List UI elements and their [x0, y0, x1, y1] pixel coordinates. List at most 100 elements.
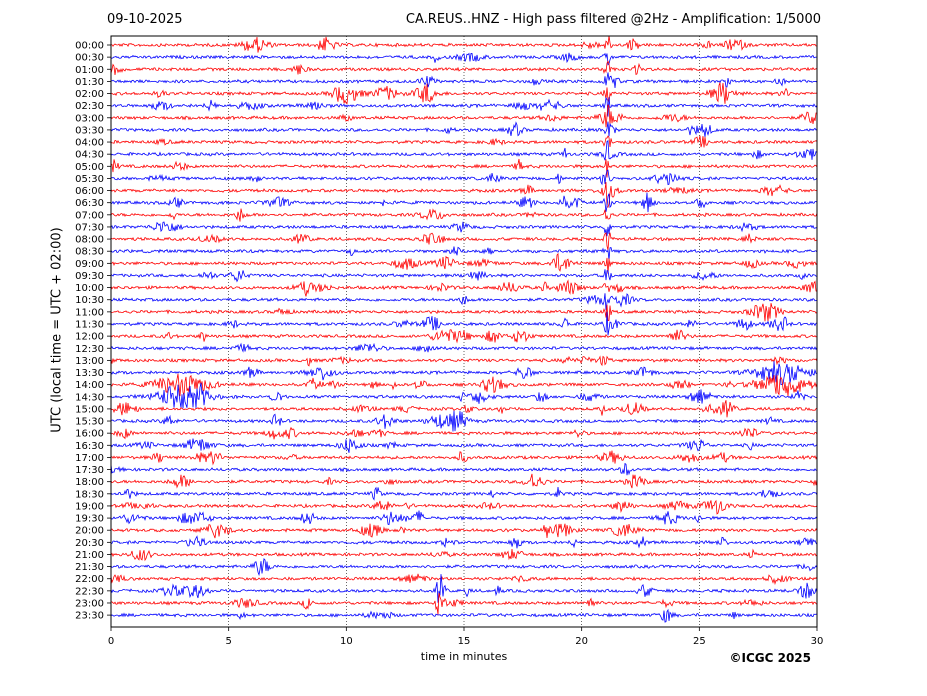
- y-tick-label-19:00: 19:00: [75, 501, 104, 512]
- trace-10:30: [111, 293, 817, 311]
- trace-03:00: [111, 104, 817, 128]
- date-label: 09-10-2025: [107, 12, 183, 27]
- y-tick-label-22:00: 22:00: [75, 574, 104, 585]
- trace-01:00: [111, 60, 817, 76]
- y-tick-label-11:30: 11:30: [75, 319, 104, 330]
- trace-08:00: [111, 232, 817, 251]
- y-tick-label-08:30: 08:30: [75, 247, 104, 258]
- trace-20:30: [111, 535, 817, 549]
- y-tick-label-03:30: 03:30: [75, 125, 104, 136]
- y-tick-label-07:00: 07:00: [75, 210, 104, 221]
- trace-02:00: [111, 82, 817, 105]
- trace-12:00: [111, 329, 817, 344]
- trace-11:00: [111, 303, 817, 322]
- y-tick-label-12:00: 12:00: [75, 332, 104, 343]
- trace-03:30: [111, 121, 817, 138]
- y-tick-label-02:00: 02:00: [75, 89, 104, 100]
- trace-15:30: [111, 410, 817, 432]
- y-tick-label-03:00: 03:00: [75, 113, 104, 124]
- trace-21:00: [111, 548, 817, 562]
- trace-18:30: [111, 486, 817, 501]
- trace-05:30: [111, 169, 817, 186]
- x-tick-label-20: 20: [575, 636, 588, 647]
- trace-16:00: [111, 426, 817, 440]
- y-tick-label-06:00: 06:00: [75, 186, 104, 197]
- trace-06:30: [111, 192, 817, 213]
- trace-16:30: [111, 438, 817, 453]
- y-tick-label-20:00: 20:00: [75, 526, 104, 537]
- y-tick-label-16:30: 16:30: [75, 441, 104, 452]
- trace-04:30: [111, 140, 817, 161]
- x-tick-label-0: 0: [108, 636, 114, 647]
- y-tick-label-01:30: 01:30: [75, 77, 104, 88]
- y-tick-label-04:00: 04:00: [75, 138, 104, 149]
- y-tick-label-23:30: 23:30: [75, 611, 104, 622]
- y-tick-label-13:00: 13:00: [75, 356, 104, 367]
- y-tick-label-07:30: 07:30: [75, 222, 104, 233]
- y-tick-label-09:30: 09:30: [75, 271, 104, 282]
- y-tick-label-13:30: 13:30: [75, 368, 104, 379]
- trace-15:00: [111, 400, 817, 418]
- trace-05:00: [111, 158, 817, 178]
- y-tick-label-17:00: 17:00: [75, 453, 104, 464]
- trace-23:00: [111, 592, 817, 615]
- trace-02:30: [111, 96, 817, 117]
- y-tick-label-23:00: 23:00: [75, 598, 104, 609]
- y-tick-label-17:30: 17:30: [75, 465, 104, 476]
- trace-20:00: [111, 523, 817, 539]
- trace-13:30: [111, 361, 817, 386]
- x-tick-label-15: 15: [458, 636, 471, 647]
- trace-14:00: [111, 373, 817, 397]
- y-tick-label-16:00: 16:00: [75, 429, 104, 440]
- trace-22:00: [111, 573, 817, 586]
- trace-00:30: [111, 52, 817, 66]
- y-tick-label-15:30: 15:30: [75, 417, 104, 428]
- trace-01:30: [111, 72, 817, 88]
- x-tick-label-10: 10: [340, 636, 353, 647]
- trace-09:30: [111, 269, 817, 283]
- trace-23:30: [111, 608, 817, 623]
- trace-11:30: [111, 311, 817, 336]
- y-tick-label-00:30: 00:30: [75, 53, 104, 64]
- y-tick-label-10:30: 10:30: [75, 295, 104, 306]
- y-tick-label-08:00: 08:00: [75, 235, 104, 246]
- trace-12:30: [111, 342, 817, 353]
- trace-18:00: [111, 473, 817, 489]
- y-tick-label-09:00: 09:00: [75, 259, 104, 270]
- trace-17:00: [111, 450, 817, 466]
- y-tick-label-22:30: 22:30: [75, 586, 104, 597]
- trace-04:00: [111, 135, 817, 148]
- y-tick-label-18:30: 18:30: [75, 489, 104, 500]
- trace-21:30: [111, 558, 817, 577]
- trace-14:30: [111, 382, 817, 409]
- y-tick-label-05:30: 05:30: [75, 174, 104, 185]
- y-tick-label-20:30: 20:30: [75, 538, 104, 549]
- y-tick-label-21:00: 21:00: [75, 550, 104, 561]
- trace-09:00: [111, 252, 817, 274]
- y-tick-label-12:30: 12:30: [75, 344, 104, 355]
- trace-00:00: [111, 36, 817, 53]
- x-tick-label-5: 5: [225, 636, 231, 647]
- y-tick-label-01:00: 01:00: [75, 65, 104, 76]
- trace-07:30: [111, 221, 817, 237]
- x-tick-label-25: 25: [693, 636, 706, 647]
- trace-22:30: [111, 574, 817, 603]
- trace-06:00: [111, 182, 817, 208]
- y-tick-label-21:30: 21:30: [75, 562, 104, 573]
- x-axis-label: time in minutes: [420, 650, 508, 663]
- y-tick-label-05:00: 05:00: [75, 162, 104, 173]
- trace-08:30: [111, 246, 817, 261]
- y-tick-label-04:30: 04:30: [75, 150, 104, 161]
- y-axis-label: UTC (local time = UTC + 02:00): [49, 227, 65, 433]
- trace-17:30: [111, 462, 817, 476]
- y-tick-label-19:30: 19:30: [75, 514, 104, 525]
- y-tick-label-02:30: 02:30: [75, 101, 104, 112]
- trace-10:00: [111, 279, 817, 297]
- y-tick-label-10:00: 10:00: [75, 283, 104, 294]
- traces-group: [111, 36, 817, 623]
- trace-19:30: [111, 510, 817, 526]
- y-tick-label-15:00: 15:00: [75, 404, 104, 415]
- y-tick-label-14:00: 14:00: [75, 380, 104, 391]
- y-tick-label-14:30: 14:30: [75, 392, 104, 403]
